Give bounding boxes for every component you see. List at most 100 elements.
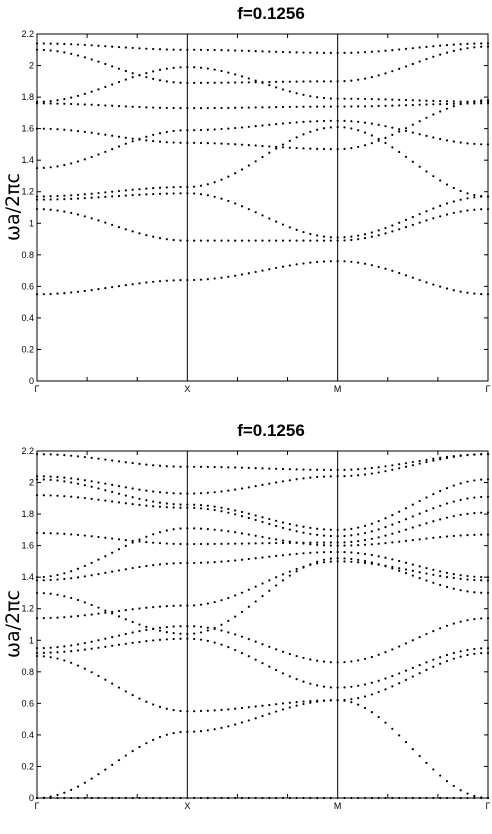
band-point xyxy=(179,625,182,628)
band-point xyxy=(206,626,209,629)
band-point xyxy=(131,641,134,644)
y-axis-label: ωa/2πc xyxy=(2,173,24,241)
band-point xyxy=(76,664,80,667)
band-point xyxy=(42,478,45,481)
band-point xyxy=(316,128,319,131)
band-point xyxy=(329,260,332,263)
band-point xyxy=(172,465,175,468)
band-point xyxy=(63,572,66,575)
band-point xyxy=(138,193,141,196)
band-point xyxy=(49,592,52,595)
band-point xyxy=(111,551,114,554)
band-point xyxy=(363,657,367,660)
band-point xyxy=(213,128,216,131)
band-point xyxy=(357,561,360,564)
band-point xyxy=(193,637,196,641)
band-point xyxy=(302,80,305,83)
band-point xyxy=(49,575,52,578)
band-point xyxy=(281,467,285,471)
band-point xyxy=(281,579,285,582)
band-point xyxy=(179,239,182,242)
band-series xyxy=(35,119,490,170)
band-point xyxy=(418,278,421,282)
band-point xyxy=(172,238,175,242)
band-point xyxy=(172,625,175,628)
band-point xyxy=(76,567,80,570)
band-point xyxy=(473,575,476,578)
band-point xyxy=(97,674,100,677)
band-point xyxy=(220,599,223,602)
band-point xyxy=(309,796,312,800)
band-point xyxy=(227,489,230,492)
band-point xyxy=(459,498,462,501)
band-point xyxy=(384,98,387,101)
band-point xyxy=(83,56,86,59)
band-point xyxy=(425,668,428,671)
band-point xyxy=(391,133,394,136)
band-point xyxy=(363,77,367,80)
band-point xyxy=(83,781,86,784)
band-point xyxy=(254,81,257,84)
band-point xyxy=(418,672,421,675)
band-point xyxy=(70,661,73,664)
band-point xyxy=(466,590,469,593)
band-point xyxy=(213,181,216,184)
band-series xyxy=(35,796,490,800)
band-point xyxy=(322,699,326,702)
band-point xyxy=(398,530,401,533)
band-point xyxy=(418,212,421,216)
band-point xyxy=(466,578,469,581)
band-point xyxy=(35,198,39,201)
band-point xyxy=(391,70,394,73)
band-point xyxy=(35,617,39,620)
band-point xyxy=(357,696,360,700)
band-point xyxy=(275,467,278,470)
band-point xyxy=(370,264,373,267)
band-point xyxy=(117,634,121,637)
band-point xyxy=(350,540,353,543)
band-point xyxy=(370,142,373,145)
band-point xyxy=(404,225,408,229)
band-point xyxy=(261,556,264,559)
band-point xyxy=(432,573,435,576)
band-point xyxy=(152,464,155,467)
band-point xyxy=(425,522,428,525)
band-point xyxy=(329,557,332,560)
band-point xyxy=(370,50,373,53)
band-point xyxy=(275,576,278,579)
band-point xyxy=(193,632,196,635)
band-point xyxy=(411,123,414,126)
band-point xyxy=(49,292,52,296)
band-point xyxy=(179,185,182,189)
band-point xyxy=(384,796,387,800)
band-point xyxy=(466,102,469,105)
band-point xyxy=(480,45,483,48)
band-point xyxy=(432,283,435,286)
band-point xyxy=(350,534,353,537)
band-point xyxy=(117,548,121,551)
band-point xyxy=(309,551,312,554)
band-point xyxy=(227,127,230,130)
band-point xyxy=(384,49,387,52)
band-point xyxy=(343,119,346,122)
band-point xyxy=(76,43,80,46)
band-point xyxy=(370,522,373,525)
band-point xyxy=(152,187,155,190)
band-point xyxy=(473,591,476,594)
band-point xyxy=(199,561,203,564)
band-point xyxy=(213,709,216,712)
band-point xyxy=(411,47,414,50)
band-point xyxy=(445,575,449,579)
band-point xyxy=(343,105,346,108)
band-point xyxy=(35,42,39,45)
band-point xyxy=(384,688,387,691)
band-point xyxy=(240,168,244,171)
band-point xyxy=(411,215,414,219)
band-point xyxy=(104,645,107,648)
band-point xyxy=(391,98,394,101)
band-point xyxy=(49,208,52,211)
band-point xyxy=(261,704,264,707)
y-tick-label: 1 xyxy=(29,218,34,228)
band-point xyxy=(206,81,209,84)
band-point xyxy=(425,537,428,540)
